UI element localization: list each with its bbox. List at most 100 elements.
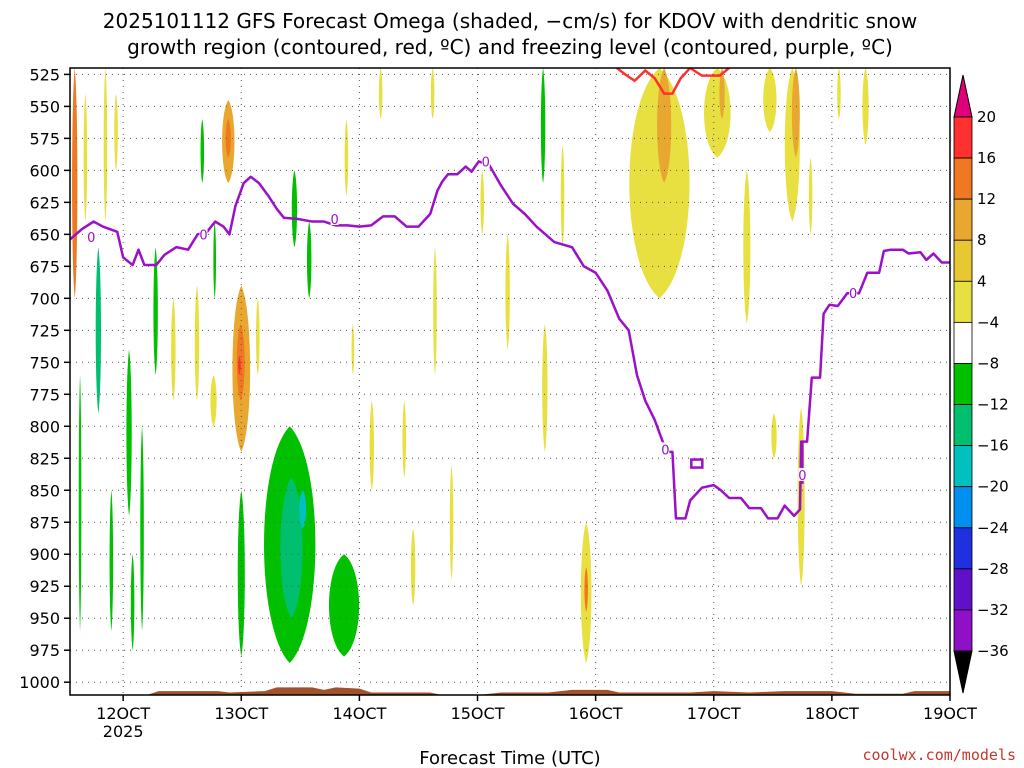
- colorbar-label-4: 4: [977, 272, 987, 290]
- colorbar-label-9: −20: [977, 478, 1009, 496]
- omega-region-22: [237, 490, 245, 657]
- contour-label-1: 0: [199, 227, 208, 243]
- y-tick-label-2: 575: [29, 129, 60, 148]
- omega-region-31: [369, 400, 375, 491]
- contour-label-0: 0: [87, 229, 96, 246]
- x-tick-label-7: 19OCT: [923, 704, 977, 723]
- omega-region-14: [213, 221, 217, 299]
- omega-region-0: [72, 68, 78, 299]
- x-tick-label-5: 17OCT: [687, 704, 741, 723]
- y-tick-label-0: 525: [29, 65, 60, 84]
- omega-region-41: [542, 323, 548, 452]
- omega-region-26: [328, 554, 360, 657]
- colorbar-swatch-1: [953, 157, 973, 200]
- contour-label-text-3: 0: [482, 155, 490, 170]
- colorbar-label-10: −24: [977, 519, 1009, 537]
- y-tick-label-4: 625: [29, 193, 60, 212]
- contour-label-4: 0: [661, 442, 669, 458]
- ground-fill: [70, 687, 950, 695]
- y-tick-label-17: 950: [29, 609, 60, 628]
- omega-region-10: [153, 247, 158, 376]
- contour-label-6: 0: [849, 286, 857, 302]
- omega-region-45: [629, 68, 690, 299]
- contour-label-bg-1: [199, 227, 208, 241]
- omega-region-52: [791, 68, 800, 158]
- contour-label-text-5: 0: [798, 469, 806, 484]
- y-tick-label-7: 700: [29, 289, 60, 308]
- omega-region-6: [109, 490, 114, 632]
- colorbar-label-8: −16: [977, 437, 1009, 455]
- omega-region-3: [114, 93, 118, 171]
- plot-frame: [69, 67, 951, 696]
- x-tick-label-0: 12OCT: [96, 704, 150, 723]
- colorbar-label-1: 16: [977, 149, 996, 167]
- colorbar-swatch-7: [953, 404, 973, 447]
- omega-region-42: [560, 144, 565, 248]
- contour-label-text-6: 0: [849, 287, 857, 302]
- omega-region-20: [238, 355, 241, 376]
- chart-title-line-2: growth region (contoured, red, ºC) and f…: [127, 35, 893, 59]
- y-tick-label-19: 1000: [19, 673, 60, 692]
- omega-region-1: [83, 93, 88, 222]
- contour-label-bg-6: [849, 286, 858, 300]
- omega-region-25: [299, 490, 307, 529]
- y-tick-label-6: 675: [29, 257, 60, 276]
- omega-region-44: [584, 567, 588, 612]
- omega-region-7: [126, 349, 132, 516]
- omega-region-8: [130, 554, 135, 651]
- colorbar-bottom-arrow: [953, 650, 973, 694]
- omega-region-37: [449, 464, 454, 580]
- omega-region-39: [505, 234, 510, 350]
- y-tick-label-14: 875: [29, 513, 60, 532]
- colorbar-label-6: −8: [977, 354, 999, 372]
- contour-label-bg-2: [330, 211, 339, 225]
- omega-region-9: [140, 426, 144, 632]
- dgz-contour-line: [616, 68, 730, 95]
- credit-text: coolwx.com/models: [862, 746, 1016, 764]
- contour-label-2: 0: [330, 211, 339, 228]
- omega-region-56: [771, 413, 777, 459]
- freezing-level-small-contour: [690, 458, 704, 469]
- colorbar-label-7: −12: [977, 396, 1009, 414]
- y-tick-label-12: 825: [29, 449, 60, 468]
- omega-region-29: [344, 119, 349, 196]
- omega-region-55: [862, 68, 869, 145]
- contour-label-bg-0: [87, 229, 96, 243]
- omega-region-21: [256, 298, 260, 376]
- colorbar-swatch-2: [953, 198, 973, 241]
- colorbar-label-3: 8: [977, 231, 987, 249]
- contour-label-text-2: 0: [330, 213, 338, 228]
- x-tick-label-3: 15OCT: [451, 704, 505, 723]
- colorbar-top-arrow: [953, 74, 973, 118]
- colorbar: 20 16 12 8 4 −4 −8 −12 −16 −20 −24 −28 −32 −36: [953, 74, 1009, 694]
- contour-label-text-1: 0: [199, 228, 207, 243]
- colorbar-swatch-6: [953, 363, 973, 405]
- omega-region-49: [763, 68, 777, 132]
- y-tick-label-11: 800: [29, 417, 60, 436]
- y-tick-label-18: 975: [29, 641, 60, 660]
- ground-terrain: [70, 687, 950, 695]
- contour-label-bg-5: [798, 467, 807, 481]
- colorbar-label-13: −36: [977, 642, 1009, 660]
- colorbar-swatch-11: [953, 568, 973, 611]
- colorbar-label-12: −32: [977, 601, 1009, 619]
- omega-region-11: [171, 298, 176, 401]
- omega-region-48: [719, 68, 725, 120]
- chart-title-line-1: 2025101112 GFS Forecast Omega (shaded, −…: [103, 9, 917, 33]
- y-tick-label-3: 600: [29, 161, 60, 180]
- x-tick-label-2: 14OCT: [332, 704, 386, 723]
- colorbar-swatch-5: [953, 321, 973, 364]
- y-tick-label-15: 900: [29, 545, 60, 564]
- y-tick-label-13: 850: [29, 481, 60, 500]
- x-tick-label-1: 13OCT: [214, 704, 268, 723]
- colorbar-swatch-3: [953, 239, 973, 282]
- contour-label-3: 0: [482, 154, 490, 170]
- freezing-level-line: [70, 160, 950, 520]
- contour-label-text-4: 0: [661, 443, 669, 458]
- omega-region-36: [433, 247, 437, 376]
- omega-region-27: [291, 170, 298, 248]
- plot-grid: [70, 68, 950, 695]
- colorbar-swatch-4: [953, 280, 973, 323]
